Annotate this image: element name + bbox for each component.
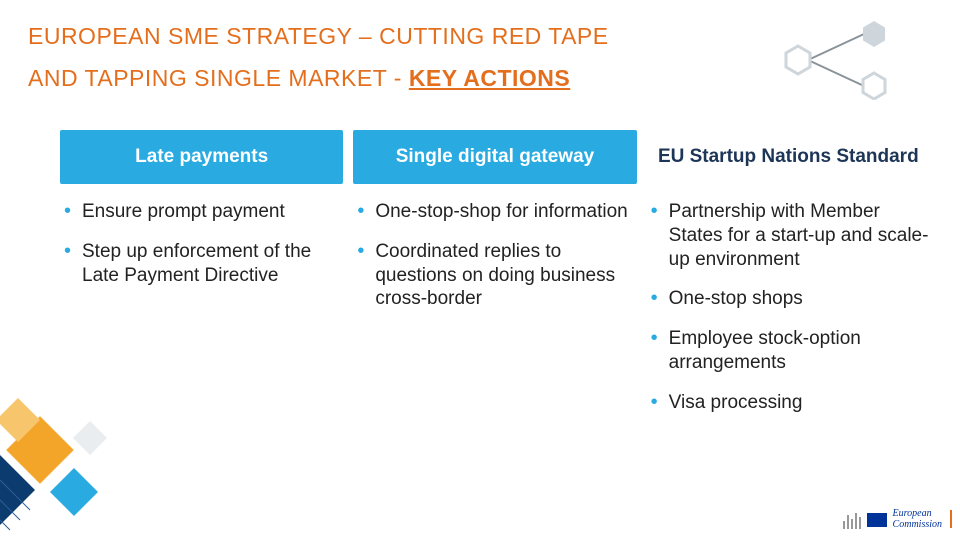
bullet-list: Partnership with Member States for a sta… <box>647 200 930 430</box>
list-item: One-stop-shop for information <box>357 200 636 224</box>
title-line-1: EUROPEAN SME STRATEGY – CUTTING RED TAPE <box>28 24 810 48</box>
title-line-2: AND TAPPING SINGLE MARKET - KEY ACTIONS <box>28 66 810 90</box>
bullet-list: Ensure prompt payment Step up enforcemen… <box>60 200 343 303</box>
bullet-list: One-stop-shop for information Coordinate… <box>353 200 636 327</box>
title-line-2-underlined: KEY ACTIONS <box>409 65 570 91</box>
column-eu-startup-nations: EU Startup Nations Standard Partnership … <box>647 130 930 430</box>
list-item: Coordinated replies to questions on doin… <box>357 240 636 311</box>
list-item: Step up enforcement of the Late Payment … <box>64 240 343 288</box>
column-header: Single digital gateway <box>353 130 636 184</box>
eu-flag-icon <box>867 513 887 527</box>
column-header: EU Startup Nations Standard <box>647 130 930 184</box>
slide: EUROPEAN SME STRATEGY – CUTTING RED TAPE… <box>0 0 960 540</box>
list-item: Employee stock-option arrangements <box>651 327 930 375</box>
logo-text-line1: European <box>893 509 942 520</box>
list-item: Partnership with Member States for a sta… <box>651 200 930 271</box>
list-item: One-stop shops <box>651 287 930 311</box>
logo-accent-bar <box>950 510 952 528</box>
title-line-2-prefix: AND TAPPING SINGLE MARKET - <box>28 65 409 91</box>
network-decor-icon <box>778 20 898 100</box>
logo-text: European Commission <box>893 509 942 530</box>
european-commission-logo: European Commission <box>843 509 942 530</box>
column-late-payments: Late payments Ensure prompt payment Step… <box>60 130 343 430</box>
columns-container: Late payments Ensure prompt payment Step… <box>60 130 930 430</box>
logo-text-line2: Commission <box>893 520 942 531</box>
list-item: Visa processing <box>651 391 930 415</box>
column-header: Late payments <box>60 130 343 184</box>
slide-title: EUROPEAN SME STRATEGY – CUTTING RED TAPE… <box>28 24 810 90</box>
column-single-digital-gateway: Single digital gateway One-stop-shop for… <box>353 130 636 430</box>
logo-bars-icon <box>843 511 861 529</box>
list-item: Ensure prompt payment <box>64 200 343 224</box>
